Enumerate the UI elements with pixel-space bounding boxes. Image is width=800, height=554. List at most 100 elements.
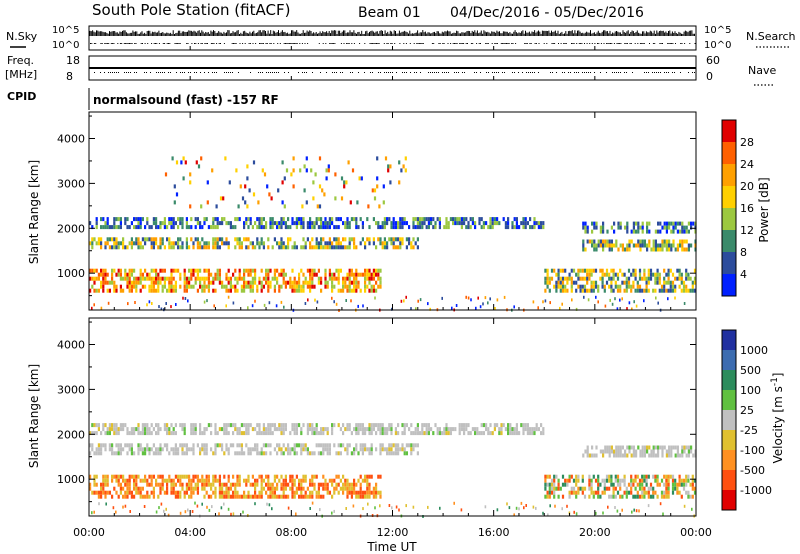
echo-cell xyxy=(577,490,580,495)
echo-cell xyxy=(676,449,679,454)
echo-cell xyxy=(524,225,527,230)
echo-cell xyxy=(243,478,246,483)
echo-cell xyxy=(617,445,620,450)
echo-cell xyxy=(113,288,116,293)
echo-cell xyxy=(280,482,283,487)
echo-cell xyxy=(641,239,644,244)
echo-cell xyxy=(141,486,144,491)
nave-tick-bottom: 0 xyxy=(706,70,713,83)
echo-cell xyxy=(379,494,382,499)
echo-cell xyxy=(144,478,147,483)
echo-cell xyxy=(496,508,499,512)
nave-dot xyxy=(442,72,443,73)
echo-cell xyxy=(658,276,661,281)
echo-cell xyxy=(588,474,591,479)
echo-cell xyxy=(326,284,329,289)
echo-cell xyxy=(271,490,274,495)
echo-cell xyxy=(122,427,125,432)
echo-cell xyxy=(397,423,400,428)
echo-cell xyxy=(284,427,287,432)
echo-cell xyxy=(630,239,633,244)
echo-cell xyxy=(278,288,281,293)
echo-cell xyxy=(641,276,644,281)
echo-cell xyxy=(604,449,607,454)
echo-cell xyxy=(322,225,325,230)
echo-cell xyxy=(174,490,177,495)
y-tick-label: 4000 xyxy=(57,132,85,145)
nsearch-dot xyxy=(580,43,582,44)
echo-cell xyxy=(680,494,683,499)
echo-cell xyxy=(594,490,598,495)
echo-cell xyxy=(333,509,335,513)
echo-cell xyxy=(451,306,453,310)
echo-cell xyxy=(91,431,94,436)
nsearch-dot xyxy=(201,43,203,44)
echo-cell xyxy=(133,225,136,230)
echo-cell xyxy=(648,445,651,450)
echo-cell xyxy=(287,506,290,510)
echo-cell xyxy=(163,280,166,285)
echo-cell xyxy=(225,272,228,277)
echo-cell xyxy=(124,443,127,448)
echo-cell xyxy=(139,490,142,495)
echo-cell xyxy=(174,474,177,479)
echo-cell xyxy=(515,427,518,432)
echo-cell xyxy=(124,276,127,281)
echo-cell xyxy=(234,482,237,487)
nave-dot xyxy=(226,72,227,73)
echo-cell xyxy=(232,443,235,448)
echo-cell xyxy=(258,225,261,230)
echo-cell xyxy=(137,217,140,222)
echo-cell xyxy=(249,288,252,293)
echo-cell xyxy=(348,268,351,273)
echo-cell xyxy=(625,280,628,285)
echo-cell xyxy=(668,449,671,454)
echo-cell xyxy=(355,447,358,452)
echo-cell xyxy=(221,494,224,499)
echo-cell xyxy=(405,221,408,226)
colorbar-swatch xyxy=(722,186,736,209)
nave-dot xyxy=(276,72,277,73)
echo-cell xyxy=(174,268,177,273)
echo-cell xyxy=(309,241,312,246)
echo-cell xyxy=(357,490,360,495)
echo-cell xyxy=(377,225,380,230)
nsearch-dot xyxy=(552,43,554,44)
echo-cell xyxy=(474,427,477,432)
echo-cell xyxy=(117,494,120,499)
echo-cell xyxy=(104,490,107,495)
echo-cell xyxy=(183,474,186,479)
echo-cell xyxy=(181,245,184,250)
echo-cell xyxy=(98,502,100,506)
echo-cell xyxy=(575,280,578,285)
echo-cell xyxy=(353,245,356,250)
nave-dot xyxy=(586,72,587,73)
echo-cell xyxy=(174,447,177,452)
y-tick-label: 2000 xyxy=(57,428,85,441)
echo-cell xyxy=(291,280,294,285)
echo-cell xyxy=(447,221,450,226)
echo-cell xyxy=(172,478,175,483)
echo-cell xyxy=(676,490,679,495)
echo-cell xyxy=(467,296,470,300)
echo-cell xyxy=(172,490,175,495)
echo-cell xyxy=(469,217,472,222)
echo-cell xyxy=(100,431,103,436)
echo-cell xyxy=(691,482,694,487)
echo-cell xyxy=(262,486,265,491)
echo-cell xyxy=(148,288,151,293)
echo-cell xyxy=(331,423,334,428)
echo-cell xyxy=(320,280,323,285)
echo-cell xyxy=(383,241,386,246)
echo-cell xyxy=(280,486,283,491)
echo-cell xyxy=(588,482,591,487)
nsearch-dot xyxy=(578,43,580,44)
nsearch-dot xyxy=(151,43,153,44)
echo-cell xyxy=(614,486,617,491)
echo-cell xyxy=(130,280,133,285)
echo-cell xyxy=(124,221,127,226)
echo-cell xyxy=(194,501,196,505)
echo-cell xyxy=(676,229,679,234)
echo-cell xyxy=(166,288,169,293)
echo-cell xyxy=(141,427,144,432)
